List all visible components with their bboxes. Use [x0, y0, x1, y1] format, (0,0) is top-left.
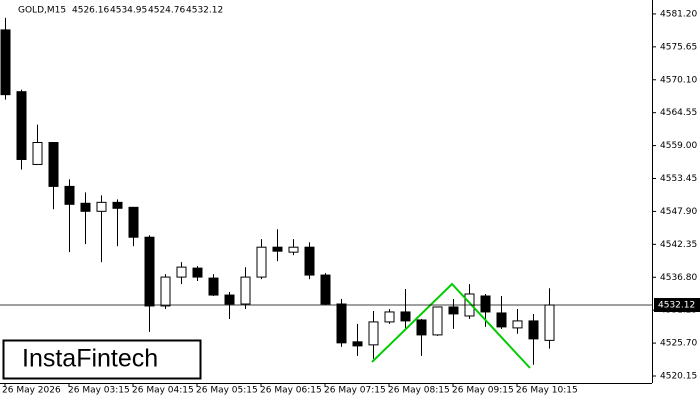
candle-body: [192, 267, 203, 278]
ohlc-high: 4534.95: [110, 6, 147, 16]
candle-body: [160, 276, 171, 307]
candle-body: [80, 202, 91, 212]
x-tick-label: 26 May 04:15: [132, 386, 194, 396]
y-tick-label: 4564.55: [660, 108, 697, 118]
y-tick-label: 4536.80: [660, 273, 697, 283]
x-tick-label: 26 May 08:15: [388, 386, 450, 396]
candle-body: [352, 341, 363, 347]
candle-body: [448, 306, 459, 315]
candle-body: [496, 312, 507, 328]
candle-body: [544, 304, 555, 341]
x-tick-label: 26 May 09:15: [452, 386, 514, 396]
candle-body: [512, 320, 523, 329]
y-tick-label: 4520.15: [660, 372, 697, 382]
candle-body: [480, 295, 491, 313]
candle-body: [432, 306, 443, 336]
x-tick-label: 26 May 07:15: [324, 386, 386, 396]
logo-box: [2, 339, 202, 380]
candle-body: [48, 142, 59, 187]
candle-body: [128, 206, 139, 238]
x-tick-label: 26 May 06:15: [260, 386, 322, 396]
candle-body: [320, 274, 331, 305]
candle-body: [256, 246, 267, 278]
candle-body: [240, 276, 251, 305]
candle-body: [176, 266, 187, 278]
candle-body: [0, 29, 11, 96]
candle-body: [112, 201, 123, 209]
candle-body: [336, 303, 347, 344]
candle-body: [528, 320, 539, 340]
candle-body: [400, 311, 411, 322]
candle-body: [96, 201, 107, 212]
symbol: GOLD,M15: [18, 6, 66, 16]
y-tick-label: 4547.90: [660, 207, 697, 217]
y-tick-label: 4570.10: [660, 75, 697, 85]
candle-body: [368, 321, 379, 346]
candle-body: [304, 246, 315, 276]
y-tick-label: 4575.65: [660, 42, 697, 52]
candle-body: [272, 246, 283, 252]
y-tick-label: 4553.45: [660, 174, 697, 184]
candle-body: [144, 236, 155, 307]
logo: InstaFintech: [22, 345, 158, 373]
candle-body: [384, 311, 395, 323]
candle-body: [224, 294, 235, 305]
candle-body: [416, 319, 427, 336]
candle-body: [32, 142, 43, 165]
ohlc-close: 4532.12: [186, 6, 223, 16]
x-tick-label: 26 May 10:15: [516, 386, 578, 396]
candle-body: [208, 277, 219, 296]
ohlc-open: 4526.16: [72, 6, 109, 16]
price-label: 4532.12: [658, 301, 695, 311]
y-tick-label: 4525.70: [660, 339, 697, 349]
price-label-box: [654, 298, 700, 313]
pattern-line: [371, 282, 531, 369]
y-tick-label: 4559.00: [660, 141, 697, 151]
candle-body: [288, 246, 299, 253]
candle-body: [16, 91, 27, 160]
candle-body: [64, 185, 75, 205]
y-tick-label: 4581.20: [660, 9, 697, 19]
x-tick-label: 26 May 05:15: [196, 386, 258, 396]
y-tick-label: 4542.35: [660, 240, 697, 250]
x-tick-label: 26 May 03:15: [68, 386, 130, 396]
ohlc-low: 4524.76: [148, 6, 185, 16]
x-tick-label: 26 May 2026: [2, 386, 61, 396]
